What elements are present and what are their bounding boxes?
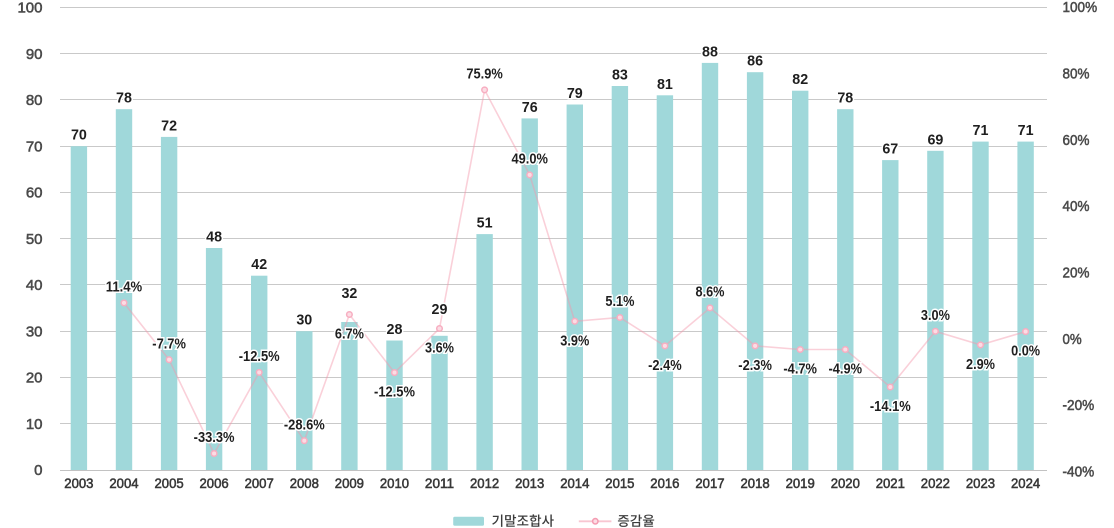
svg-text:2013: 2013 <box>515 476 544 491</box>
svg-text:2011: 2011 <box>425 476 454 491</box>
svg-text:86: 86 <box>747 53 763 70</box>
svg-text:-4.7%: -4.7% <box>783 362 817 378</box>
svg-text:-14.1%: -14.1% <box>870 399 911 415</box>
svg-text:80%: 80% <box>1063 67 1090 83</box>
svg-text:81: 81 <box>657 76 673 93</box>
svg-text:71: 71 <box>973 122 989 139</box>
svg-text:100: 100 <box>17 0 42 17</box>
svg-text:-33.3%: -33.3% <box>194 430 235 446</box>
svg-text:100%: 100% <box>1063 0 1098 16</box>
svg-text:50: 50 <box>26 231 43 248</box>
svg-text:69: 69 <box>927 131 943 148</box>
svg-text:2016: 2016 <box>650 476 679 491</box>
svg-text:3.9%: 3.9% <box>560 333 589 349</box>
svg-text:10: 10 <box>26 416 43 433</box>
svg-text:79: 79 <box>567 85 583 102</box>
svg-text:2014: 2014 <box>560 476 590 491</box>
svg-text:30: 30 <box>26 323 43 340</box>
svg-text:40: 40 <box>26 277 43 294</box>
svg-text:83: 83 <box>612 67 628 84</box>
svg-text:20%: 20% <box>1063 266 1090 282</box>
svg-text:-12.5%: -12.5% <box>239 349 280 365</box>
svg-text:2023: 2023 <box>966 476 995 491</box>
svg-text:60%: 60% <box>1063 133 1090 149</box>
svg-text:0%: 0% <box>1063 332 1082 348</box>
svg-text:2006: 2006 <box>200 476 229 491</box>
svg-text:-28.6%: -28.6% <box>284 417 325 433</box>
svg-text:2005: 2005 <box>155 476 184 491</box>
svg-text:67: 67 <box>882 141 898 158</box>
svg-text:70: 70 <box>26 138 43 155</box>
svg-text:-20%: -20% <box>1063 398 1095 414</box>
svg-text:6.7%: 6.7% <box>335 327 364 343</box>
svg-text:51: 51 <box>477 215 493 232</box>
svg-text:30: 30 <box>296 312 312 329</box>
svg-text:78: 78 <box>837 90 853 107</box>
svg-text:2020: 2020 <box>831 476 860 491</box>
svg-text:2003: 2003 <box>64 476 93 491</box>
svg-text:48: 48 <box>206 229 222 246</box>
svg-text:-4.9%: -4.9% <box>829 362 863 378</box>
svg-text:8.6%: 8.6% <box>696 285 725 301</box>
svg-text:75.9%: 75.9% <box>466 67 502 83</box>
svg-text:2008: 2008 <box>290 476 319 491</box>
svg-text:88: 88 <box>702 43 718 60</box>
svg-text:2022: 2022 <box>921 476 950 491</box>
svg-text:76: 76 <box>522 99 538 116</box>
svg-text:2004: 2004 <box>109 476 139 491</box>
svg-text:-12.5%: -12.5% <box>374 385 415 401</box>
svg-text:-2.3%: -2.3% <box>738 358 772 374</box>
svg-text:0.0%: 0.0% <box>1011 344 1040 360</box>
svg-text:-7.7%: -7.7% <box>152 336 186 352</box>
svg-text:20: 20 <box>26 370 43 387</box>
svg-text:28: 28 <box>387 321 403 338</box>
svg-text:2012: 2012 <box>470 476 499 491</box>
svg-text:29: 29 <box>432 301 448 318</box>
svg-text:2010: 2010 <box>380 476 409 491</box>
svg-text:49.0%: 49.0% <box>512 152 548 168</box>
svg-text:2.9%: 2.9% <box>966 357 995 373</box>
svg-text:42: 42 <box>251 256 267 273</box>
svg-text:32: 32 <box>341 285 357 302</box>
svg-text:2018: 2018 <box>741 476 770 491</box>
svg-text:82: 82 <box>792 71 808 88</box>
svg-text:2015: 2015 <box>605 476 634 491</box>
svg-text:40%: 40% <box>1063 199 1090 215</box>
svg-text:3.0%: 3.0% <box>921 308 950 324</box>
svg-text:-2.4%: -2.4% <box>648 358 682 374</box>
svg-text:2024: 2024 <box>1011 476 1041 491</box>
svg-text:2021: 2021 <box>876 476 905 491</box>
svg-text:2009: 2009 <box>335 476 364 491</box>
svg-text:2007: 2007 <box>245 476 274 491</box>
svg-text:-40%: -40% <box>1063 465 1095 481</box>
svg-text:70: 70 <box>71 127 87 144</box>
svg-text:3.6%: 3.6% <box>425 341 454 357</box>
svg-text:90: 90 <box>26 46 43 63</box>
svg-text:0: 0 <box>34 462 42 479</box>
svg-text:2019: 2019 <box>786 476 815 491</box>
svg-text:71: 71 <box>1018 122 1034 139</box>
svg-text:2017: 2017 <box>695 476 724 491</box>
svg-text:5.1%: 5.1% <box>605 294 634 310</box>
svg-text:72: 72 <box>161 117 177 134</box>
svg-text:78: 78 <box>116 90 132 107</box>
svg-text:80: 80 <box>26 92 43 109</box>
svg-text:60: 60 <box>26 185 43 202</box>
svg-text:11.4%: 11.4% <box>106 280 142 296</box>
